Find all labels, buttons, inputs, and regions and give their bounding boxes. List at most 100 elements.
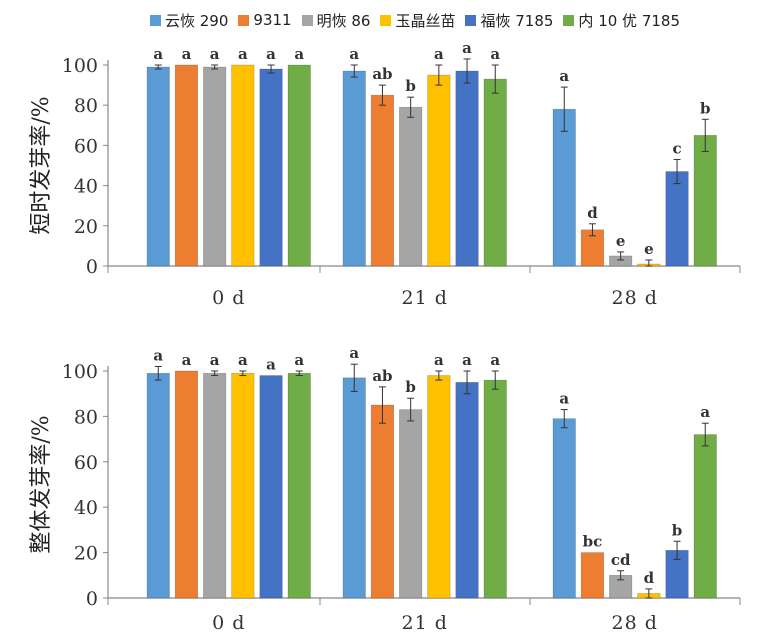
bar [427,74,451,267]
y-tick-label: 60 [74,135,98,157]
bar [259,68,283,267]
legend-label: 内 10 优 7185 [578,11,680,30]
significance-label: a [700,403,710,421]
y-tick-label: 80 [74,406,98,428]
chart-legend: 云恢 290 9311 明恢 86 玉晶丝苗 福恢 7185 内 10 优 71… [150,6,680,34]
bar [399,106,423,267]
legend-swatch [380,14,392,26]
y-axis-label: 短时发芽率/% [29,96,54,234]
significance-label: a [559,390,569,408]
significance-label: e [616,232,626,250]
bar [203,66,227,267]
bar [370,404,395,599]
legend-label: 9311 [253,11,292,29]
bar [174,370,198,599]
significance-label: a [238,351,248,369]
significance-label: a [238,45,248,63]
bar [174,64,198,267]
bar [483,379,507,599]
significance-label: a [266,45,276,63]
y-tick-label: 60 [74,452,98,474]
legend-label: 福恢 7185 [480,11,554,30]
significance-label: a [462,39,472,57]
legend-swatch [150,14,161,26]
significance-label: c [672,139,681,157]
significance-label: a [490,351,500,369]
y-tick-label: 100 [62,361,98,383]
legend-swatch [301,14,313,26]
significance-label: a [349,45,359,63]
legend-item: 云恢 290 [150,10,228,31]
y-tick-label: 100 [62,55,98,77]
significance-label: a [434,351,444,369]
legend-swatch [465,14,477,26]
bar [342,70,366,267]
bar [552,418,576,599]
significance-label: d [644,569,655,587]
bar [693,135,717,267]
significance-label: a [153,45,163,63]
bar [287,372,311,599]
bar [231,64,255,267]
significance-label: a [559,67,569,85]
bar [693,434,717,599]
significance-label: b [700,99,711,117]
significance-label: a [266,356,276,374]
y-tick-label: 0 [86,588,98,610]
significance-label: a [182,351,192,369]
significance-label: a [210,45,220,63]
significance-label: a [294,351,304,369]
bar [455,70,479,267]
significance-label: a [462,351,472,369]
legend-swatch [563,14,575,26]
y-tick-label: 20 [74,216,98,238]
bar [259,375,283,599]
significance-label: a [294,45,304,63]
significance-label: a [210,351,220,369]
significance-label: b [405,77,416,95]
significance-label: b [672,521,683,539]
x-tick-label: 28 d [612,612,658,634]
legend-item: 福恢 7185 [465,10,553,31]
legend-label: 云恢 290 [165,11,229,30]
significance-label: cd [611,551,631,569]
x-tick-label: 0 d [212,287,245,309]
bar [427,375,451,599]
x-tick-label: 21 d [402,287,448,309]
bar [455,382,479,599]
bar [580,552,605,599]
y-axis-label: 整体发芽率/% [29,415,54,553]
legend-swatch [238,14,250,26]
legend-label: 玉晶丝苗 [395,11,456,30]
y-tick-label: 20 [74,543,98,565]
significance-label: a [182,45,192,63]
x-tick-label: 21 d [402,612,448,634]
significance-label: a [490,45,500,63]
y-tick-label: 40 [74,497,98,519]
significance-label: a [434,45,444,63]
bar [146,372,170,599]
y-tick-label: 80 [74,95,98,117]
legend-item: 玉晶丝苗 [380,10,455,31]
significance-label: ab [372,65,392,83]
bar [483,78,507,267]
legend-item: 明恢 86 [301,10,371,31]
bar [203,372,227,599]
legend-item: 内 10 优 7185 [563,10,680,31]
bar [287,64,311,267]
y-tick-label: 0 [86,256,98,278]
bar [399,409,423,599]
bar [552,108,576,267]
y-tick-label: 40 [74,176,98,198]
significance-label: a [349,344,359,362]
x-tick-label: 0 d [212,612,245,634]
bar [665,171,689,267]
bar [370,94,395,267]
bar [146,66,170,267]
legend-item: 9311 [238,11,292,29]
significance-label: ab [372,367,392,385]
significance-label: bc [583,533,603,551]
legend-label: 明恢 86 [316,11,371,30]
bar [231,372,255,599]
